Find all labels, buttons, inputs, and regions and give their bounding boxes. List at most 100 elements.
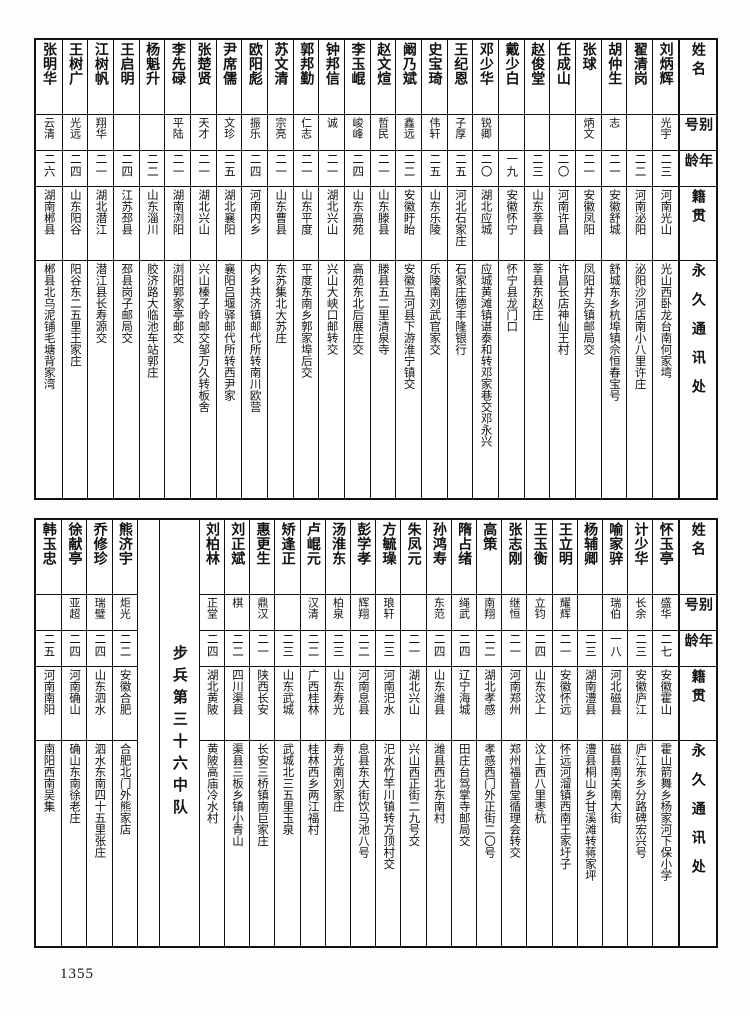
cell-age-text: 二六	[42, 153, 57, 178]
cell-address-text: 浏阳郭家亭邮交	[171, 263, 186, 344]
cell-alias: 天才	[191, 114, 216, 150]
cell-native: 河南光山	[653, 186, 678, 260]
cell-native-text: 河南汜水	[382, 669, 397, 715]
cell-native: 湖北襄阳	[216, 186, 242, 260]
cell-alias-text: 正堂	[205, 597, 219, 619]
cell-native: 湖北黄陂	[199, 666, 225, 740]
cell-age: 二四	[242, 150, 268, 186]
roster-column-person: 欧阳彪 振乐 二四 河南内乡 内乡共济镇邮代所转南川欧营	[241, 40, 268, 498]
cell-age: 二四	[199, 630, 225, 666]
cell-native-text: 山东莘县	[530, 189, 545, 235]
cell-alias: 绳武	[451, 594, 477, 630]
cell-address: 渠县三板乡镇小青山	[225, 740, 250, 946]
cell-native: 山东莘县	[524, 186, 550, 260]
cell-alias-text: 天才	[196, 117, 210, 139]
cell-address: 确山东南徐老庄	[62, 740, 87, 946]
roster-column-person: 杨魁升 二二 山东淄川 胶济路大临池车站郭庄	[138, 40, 165, 498]
cell-address: 阳谷东二五里王家庄	[62, 260, 88, 498]
cell-native-text: 湖北孝感	[483, 669, 497, 715]
roster-column-person: 卢崐元 汉清 二二 广西桂林 桂林西乡两江福村	[299, 520, 325, 946]
header-alias-text: 别号	[682, 597, 713, 616]
cell-native-text: 河南南阳	[42, 669, 57, 715]
cell-name: 赵俊堂	[525, 40, 550, 114]
cell-alias: 南翔	[477, 594, 502, 630]
cell-name: 王玉衡	[527, 520, 551, 594]
cell-age-text: 二四	[533, 633, 548, 658]
roster-column-person: 韩玉忠 二五 河南南阳 南阳西南吴集	[36, 520, 62, 946]
roster-column-person: 刘柏林 正堂 二四 湖北黄陂 黄陂高庙冷水村	[198, 520, 225, 946]
cell-native-text: 湖南澧县	[583, 669, 598, 715]
cell-age: 二二	[139, 150, 165, 186]
cell-age: 一九	[499, 150, 524, 186]
cell-alias: 汉清	[300, 594, 325, 630]
cell-alias: 伟轩	[422, 114, 447, 150]
cell-alias: 仁志	[293, 114, 319, 150]
cell-name: 欧阳彪	[242, 40, 267, 114]
roster-column-person: 王立明 耀辉 二一 安徽怀远 怀远河溜镇西南王家圩子	[551, 520, 577, 946]
cell-name-text: 方毓璪	[380, 522, 397, 566]
cell-address: 兴山大峡口邮转交	[319, 260, 345, 498]
cell-native-text: 湖北兴山	[325, 189, 340, 235]
header-address: 永久通讯处	[679, 740, 716, 946]
cell-alias: 光远	[62, 114, 88, 150]
cell-age-text: 二三	[634, 633, 649, 658]
cell-address-text: 凤阳井头镇邮局交	[582, 263, 597, 355]
cell-address-text: 黄陂高庙冷水村	[205, 743, 220, 824]
cell-address-text: 息县东大街饮马池八号	[356, 743, 371, 858]
cell-age: 二二	[396, 150, 422, 186]
cell-name: 方毓璪	[376, 520, 400, 594]
cell-age-text: 一九	[505, 153, 520, 178]
cell-native: 山东高苑	[345, 186, 370, 260]
cell-alias	[139, 114, 165, 150]
cell-age-text: 二一	[582, 153, 597, 178]
cell-age: 二一	[502, 630, 527, 666]
cell-address: 怀宁县龙门口	[499, 260, 524, 498]
cell-name-text: 张志刚	[506, 522, 523, 566]
cell-age-text: 二五	[42, 633, 57, 658]
cell-native-text: 山东淄川	[145, 189, 160, 235]
cell-alias-text: 盛华	[659, 597, 673, 619]
cell-age: 二三	[628, 630, 653, 666]
cell-address: 南阳西南吴集	[36, 740, 62, 946]
cell-age: 二二	[300, 630, 325, 666]
roster-column-person: 刘正斌棋二二 四川渠县 渠县三板乡镇小青山	[224, 520, 250, 946]
cell-address-text: 汶上西八里枣杭	[533, 743, 548, 824]
header-address-text: 永久通讯处	[689, 743, 706, 888]
cell-native: 辽宁海城	[451, 666, 477, 740]
cell-name-text: 王启明	[118, 42, 135, 86]
cell-native-text: 河南泌阳	[633, 189, 648, 235]
cell-native-text: 湖南郴县	[42, 189, 57, 235]
cell-alias: 立钧	[527, 594, 552, 630]
cell-address-text: 南阳西南吴集	[42, 743, 57, 812]
cell-name: 赵文煊	[371, 40, 396, 114]
cell-address-text: 庐江东乡分路碑宏兴号	[634, 743, 649, 858]
roster-column-person: 王启明 二四 江苏邳县 邳县岗子邮局交	[113, 40, 139, 498]
cell-age: 二四	[426, 630, 451, 666]
cell-name-text: 王纪恩	[452, 42, 469, 86]
roster-column-person: 计少华 长余 二三 安徽庐江 庐江东乡分路碑宏兴号	[627, 520, 653, 946]
cell-native-text: 山东武城	[281, 669, 296, 715]
cell-native-text: 陕西长安	[256, 669, 271, 715]
cell-native: 河南确山	[62, 666, 87, 740]
cell-age: 二五	[216, 150, 242, 186]
cell-name: 怀玉亭	[653, 520, 677, 594]
cell-name-text: 翟清岗	[631, 42, 648, 86]
cell-native-text: 安徽凤阳	[582, 189, 597, 235]
cell-alias-text: 云清	[42, 117, 56, 139]
cell-name: 熊济宇	[113, 520, 137, 594]
cell-native-text: 河南息县	[356, 669, 371, 715]
cell-native: 河南南阳	[36, 666, 62, 740]
cell-address-text: 许昌长店神仙王村	[556, 263, 571, 355]
cell-native: 安徽凤阳	[576, 186, 601, 260]
cell-alias-text: 瑞璧	[93, 597, 107, 619]
cell-alias: 继恒	[502, 594, 527, 630]
cell-name-text: 孙鸿寿	[430, 522, 447, 566]
cell-age-text: 二四	[457, 633, 472, 658]
cell-name: 尹席儒	[217, 40, 242, 114]
cell-name-text: 史宝琦	[426, 42, 443, 86]
cell-native-text: 河北磁县	[609, 669, 624, 715]
cell-age-text: 二四	[432, 633, 447, 658]
cell-age: 二二	[112, 630, 137, 666]
cell-age-text: 二二	[145, 153, 160, 178]
